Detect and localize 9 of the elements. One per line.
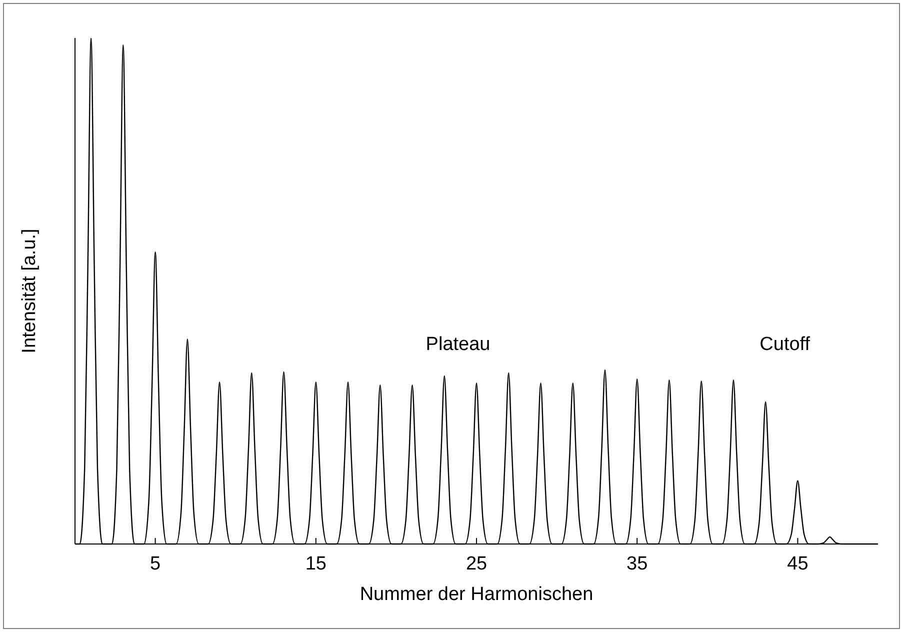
x-tick-label: 5 bbox=[150, 553, 161, 574]
annotation: Plateau bbox=[426, 334, 490, 355]
x-tick-label: 15 bbox=[305, 553, 326, 574]
x-tick-label: 35 bbox=[626, 553, 648, 574]
x-tick-label: 45 bbox=[787, 553, 808, 574]
x-axis-title: Nummer der Harmonischen bbox=[360, 584, 594, 605]
y-axis-title: Intensität [a.u.] bbox=[19, 228, 40, 354]
x-tick-label: 25 bbox=[466, 553, 488, 574]
annotation: Cutoff bbox=[760, 334, 811, 355]
